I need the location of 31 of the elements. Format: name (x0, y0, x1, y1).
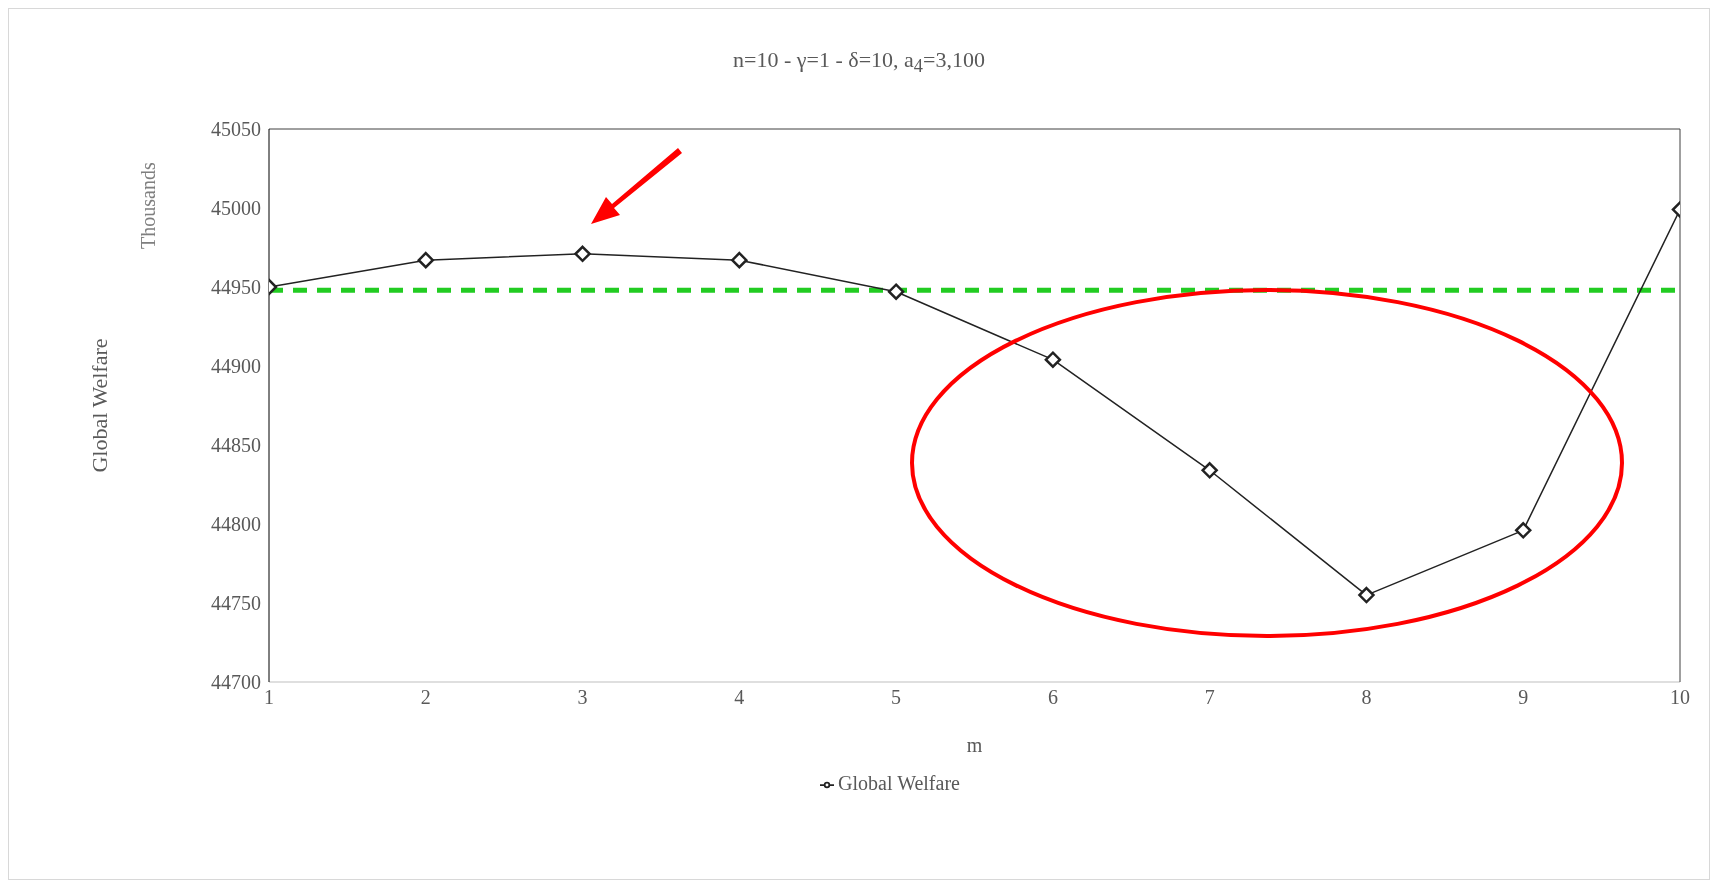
y-tick-label: 44950 (211, 276, 261, 299)
legend-label: Global Welfare (838, 772, 960, 794)
x-tick-label: 9 (1518, 686, 1529, 709)
y-tick-label: 44800 (211, 513, 261, 536)
x-tick-label: 6 (1047, 686, 1058, 709)
x-tick-label: 1 (264, 686, 274, 709)
x-tick-label: 2 (420, 686, 431, 709)
x-tick-label: 5 (891, 686, 902, 709)
x-tick-label: 7 (1204, 686, 1215, 709)
y-tick-label: 44700 (211, 671, 261, 694)
text: Thousands (137, 162, 160, 249)
y-tick-label: 44750 (211, 592, 261, 615)
y-tick-label: 44850 (211, 434, 261, 457)
point (1201, 462, 1218, 479)
point (1514, 522, 1532, 539)
x-tick-label: 8 (1361, 686, 1372, 709)
point (1358, 586, 1375, 604)
x-tick-label: 3 (577, 686, 588, 709)
y-tick-label: 45050 (211, 118, 261, 141)
point (574, 245, 591, 263)
x-tick-label: 10 (1670, 686, 1690, 709)
y-axis-title: Global Welfare (86, 338, 112, 473)
x-axis-title: m (966, 734, 983, 756)
point (887, 283, 905, 300)
point (731, 251, 748, 269)
y-tick-label: 44900 (211, 355, 261, 378)
point (1044, 351, 1062, 368)
chart-title: n=10 - γ=1 - δ=10, a$_{4}$=3,100 (732, 47, 986, 78)
point (417, 251, 435, 269)
y-tick-label: 45000 (211, 197, 261, 220)
x-tick-label: 4 (734, 686, 745, 709)
